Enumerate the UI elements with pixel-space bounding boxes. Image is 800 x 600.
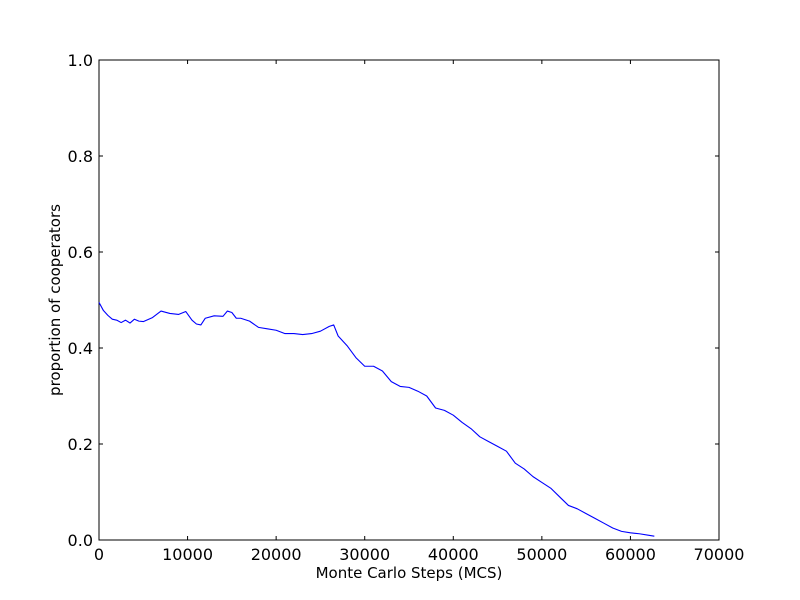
x-tick-label: 30000 (339, 545, 390, 564)
x-tick-label: 10000 (162, 545, 213, 564)
x-tick-label: 0 (94, 545, 104, 564)
y-axis-label: proportion of cooperators (46, 204, 64, 396)
y-tick-label: 0.0 (68, 531, 93, 550)
series-line-0 (98, 302, 655, 537)
y-tick-label: 1.0 (68, 51, 93, 70)
x-tick-label: 20000 (251, 545, 302, 564)
y-tick-label: 0.8 (68, 147, 93, 166)
y-tick-label: 0.6 (68, 243, 93, 262)
y-tick-label: 0.4 (68, 339, 93, 358)
x-tick-label: 40000 (428, 545, 479, 564)
plot-area (98, 59, 720, 541)
y-tick-label: 0.2 (68, 435, 93, 454)
x-tick-label: 50000 (516, 545, 567, 564)
x-axis-label: Monte Carlo Steps (MCS) (316, 564, 503, 582)
x-tick-label: 60000 (605, 545, 656, 564)
x-tick-label: 70000 (694, 545, 745, 564)
